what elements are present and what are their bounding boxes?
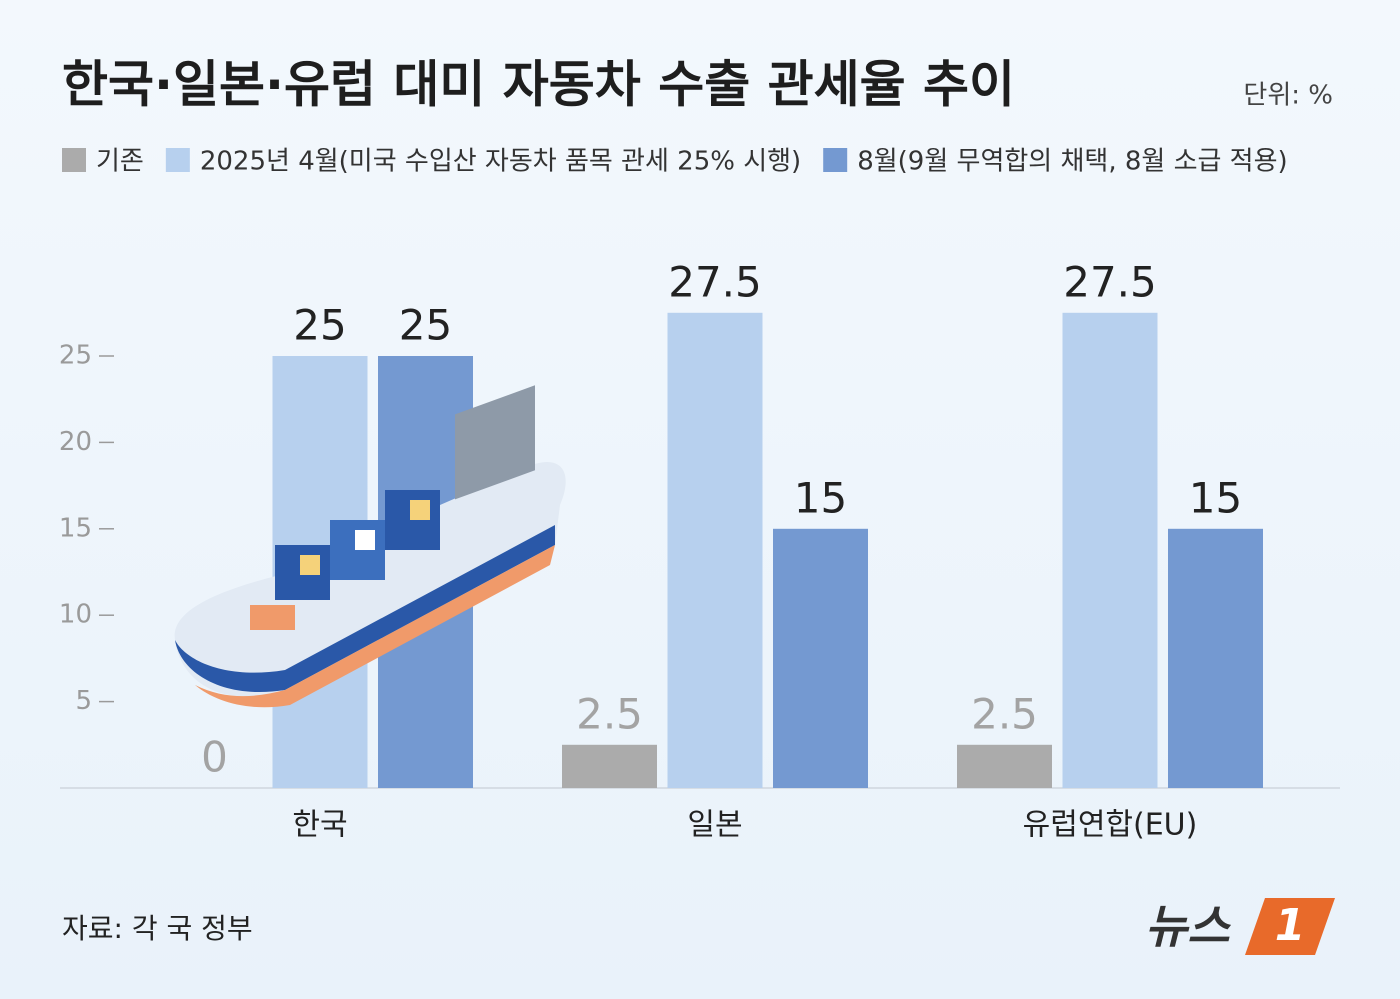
legend-label: 기존: [96, 147, 144, 177]
unit-label: 단위: %: [1243, 81, 1333, 111]
value-label: 15: [1189, 473, 1242, 522]
legend-swatch: [165, 148, 190, 172]
y-tick-label: 10: [59, 600, 92, 630]
value-label: 0: [201, 733, 228, 782]
y-tick-label: 25: [59, 341, 92, 371]
legend-swatch: [62, 148, 86, 172]
bar: [1168, 528, 1263, 788]
value-label: 27.5: [668, 257, 762, 306]
bar: [1062, 312, 1158, 788]
y-tick-label: 20: [59, 427, 92, 457]
legend-label: 8월(9월 무역합의 채택, 8월 소급 적용): [857, 147, 1287, 177]
x-tick-label: 일본: [687, 808, 742, 843]
value-label: 25: [399, 301, 452, 350]
y-tick-label: 15: [59, 513, 92, 543]
logo: 뉴스 1: [1145, 898, 1335, 955]
bar: [957, 744, 1052, 788]
bar: [562, 744, 657, 788]
y-tick-label: 5: [75, 686, 92, 716]
bar: [667, 312, 763, 788]
x-tick-label: 한국: [292, 808, 347, 843]
source-label: 자료: 각 국 정부: [62, 912, 253, 945]
value-label: 27.5: [1063, 257, 1157, 306]
x-tick-label: 유럽연합(EU): [1023, 808, 1198, 843]
legend-swatch: [823, 148, 848, 172]
value-label: 2.5: [971, 689, 1038, 738]
logo-number: 1: [1275, 900, 1306, 951]
logo-text: 뉴스: [1145, 900, 1231, 954]
legend-label: 2025년 4월(미국 수입산 자동차 품목 관세 25% 시행): [200, 147, 801, 177]
bar: [773, 528, 868, 788]
ship-illustration: [174, 385, 566, 708]
value-label: 2.5: [576, 689, 643, 738]
chart-title: 한국·일본·유럽 대미 자동차 수출 관세율 추이: [62, 56, 1015, 114]
value-label: 25: [293, 301, 346, 350]
value-label: 15: [794, 473, 847, 522]
legend: 기존 2025년 4월(미국 수입산 자동차 품목 관세 25% 시행) 8월(9월…: [62, 147, 1288, 177]
